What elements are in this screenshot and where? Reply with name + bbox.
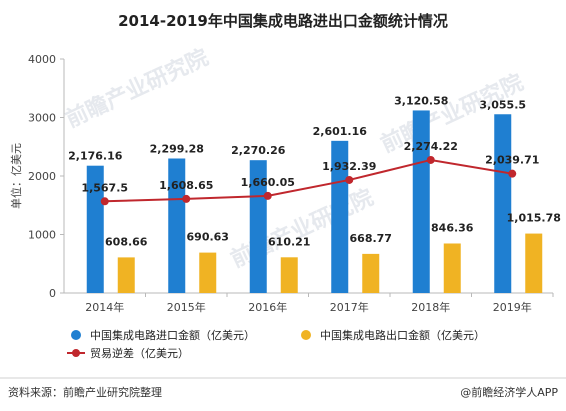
export-value-label: 668.77: [350, 232, 392, 245]
deficit-point: [182, 194, 191, 203]
y-tick-label: 1000: [28, 229, 56, 242]
export-bar: [117, 257, 135, 293]
export-value-label: 846.36: [431, 221, 474, 234]
export-bar: [362, 253, 380, 293]
footer-brand: @前瞻经济学人APP: [460, 385, 558, 399]
legend-label: 贸易逆差（亿美元）: [90, 346, 189, 360]
import-value-label: 2,176.16: [68, 150, 123, 163]
deficit-point: [508, 169, 517, 178]
footer-source: 资料来源：前瞻产业研究院整理: [8, 385, 162, 399]
chart-title: 2014-2019年中国集成电路进出口金额统计情况: [118, 12, 448, 30]
deficit-point: [100, 197, 109, 206]
import-bar: [331, 140, 349, 293]
export-value-label: 690.63: [187, 231, 229, 244]
y-tick-label: 2000: [28, 170, 56, 183]
deficit-point: [426, 155, 435, 164]
import-value-label: 2,601.16: [313, 125, 368, 138]
export-bar: [280, 257, 298, 293]
watermark-text: 前瞻产业研究院: [227, 184, 378, 273]
x-tick-label: 2019年: [493, 300, 532, 314]
y-tick-label: 0: [49, 287, 56, 300]
export-value-label: 610.21: [268, 235, 310, 248]
export-bar: [199, 252, 217, 293]
deficit-point: [345, 175, 354, 184]
export-value-label: 1,015.78: [507, 212, 561, 225]
deficit-point: [263, 191, 272, 200]
export-bar: [443, 243, 461, 293]
y-axis-label: 单位：亿美元: [9, 143, 23, 209]
import-bar: [494, 114, 512, 293]
legend-marker: [72, 349, 80, 357]
import-bar: [168, 158, 186, 293]
legend-marker: [301, 330, 311, 340]
legend-marker: [71, 330, 81, 340]
x-tick-label: 2014年: [85, 300, 124, 314]
export-value-label: 608.66: [105, 235, 148, 248]
deficit-value-label: 2,039.71: [485, 154, 539, 167]
x-tick-label: 2016年: [248, 300, 287, 314]
watermark-text: 前瞻产业研究院: [62, 44, 213, 133]
deficit-value-label: 1,660.05: [241, 176, 295, 189]
import-value-label: 2,299.28: [150, 142, 204, 155]
import-bar: [86, 165, 104, 293]
deficit-value-label: 1,567.5: [81, 181, 128, 194]
legend-label: 中国集成电路进口金额（亿美元）: [90, 328, 255, 342]
export-bar: [525, 233, 543, 293]
legend-label: 中国集成电路出口金额（亿美元）: [320, 328, 485, 342]
import-value-label: 3,055.5: [479, 98, 526, 111]
import-bar: [249, 160, 267, 293]
deficit-value-label: 2,274.22: [404, 140, 458, 153]
x-tick-label: 2018年: [411, 300, 450, 314]
import-bar: [412, 110, 430, 293]
deficit-line: [104, 158, 513, 203]
deficit-value-label: 1,608.65: [159, 179, 213, 192]
deficit-value-label: 1,932.39: [322, 160, 376, 173]
y-tick-label: 4000: [28, 53, 56, 66]
import-value-label: 3,120.58: [394, 94, 448, 107]
import-value-label: 2,270.26: [231, 144, 286, 157]
x-tick-label: 2015年: [167, 300, 206, 314]
y-tick-label: 3000: [28, 112, 56, 125]
x-tick-label: 2017年: [330, 300, 369, 314]
